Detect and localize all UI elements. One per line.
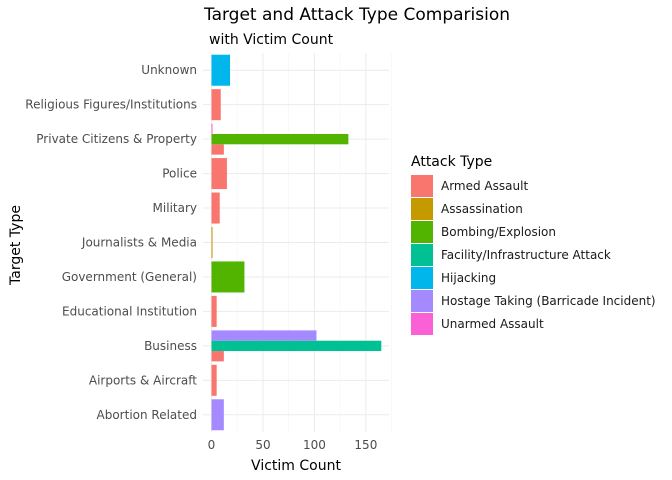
gridlines (203, 53, 392, 432)
legend-key-armed-assault (411, 175, 433, 197)
bar-business-facility-infrastructure-attack (211, 340, 382, 352)
bar-private-citizens-property-armed-assault (211, 144, 224, 155)
chart-title: Target and Attack Type Comparision (203, 5, 510, 25)
y-tick-label: Military (153, 201, 197, 215)
y-axis-title: Target Type (8, 205, 24, 286)
x-tick-labels: 0 50 100 150 (208, 438, 378, 452)
y-tick-labels: Abortion Related Airports & Aircraft Busin… (25, 63, 197, 422)
bar-private-citizens-property-bombing-explosion (211, 133, 349, 145)
legend-key-hostage-taking-barricade-incident (411, 290, 433, 312)
bar-private-citizens-property-unarmed-assault (211, 123, 213, 134)
y-tick-label: Airports & Aircraft (89, 373, 197, 387)
y-tick-label: Business (144, 339, 197, 353)
legend-title: Attack Type (411, 154, 492, 170)
legend-key-hijacking (411, 267, 433, 289)
chart-subtitle: with Victim Count (209, 32, 334, 48)
bar-business-armed-assault (211, 351, 224, 362)
bar-unknown-hijacking (211, 54, 231, 86)
bar-religious-figures-institutions-armed-assault (211, 89, 221, 121)
legend-label-facility-infrastructure-attack: Facility/Infrastructure Attack (441, 248, 611, 262)
legend: Attack Type Armed Assault Assassination Bo… (411, 154, 656, 335)
legend-label-hostage-taking-barricade-incident: Hostage Taking (Barricade Incident) (441, 294, 656, 308)
legend-label-assassination: Assassination (441, 202, 523, 216)
legend-label-armed-assault: Armed Assault (441, 179, 528, 193)
bar-educational-institution-armed-assault (211, 295, 217, 327)
y-tick-label: Government (General) (62, 270, 197, 284)
x-axis-title: Victim Count (251, 458, 341, 474)
bar-military-armed-assault (211, 192, 220, 224)
bar-government-general-bombing-explosion (211, 261, 245, 293)
bar-police-armed-assault (211, 158, 227, 190)
y-tick-label: Unknown (141, 63, 197, 77)
legend-label-unarmed-assault: Unarmed Assault (441, 317, 544, 331)
legend-key-facility-infrastructure-attack (411, 244, 433, 266)
legend-label-bombing-explosion: Bombing/Explosion (441, 225, 556, 239)
y-tick-label: Religious Figures/Institutions (25, 98, 197, 112)
x-tick-label: 0 (208, 438, 216, 452)
legend-key-bombing-explosion (411, 221, 433, 243)
legend-key-unarmed-assault (411, 313, 433, 335)
y-tick-label: Educational Institution (62, 304, 197, 318)
legend-label-hijacking: Hijacking (441, 271, 496, 285)
y-tick-label: Private Citizens & Property (36, 132, 197, 146)
y-tick-label: Journalists & Media (81, 236, 197, 250)
bars (211, 54, 382, 431)
legend-key-assassination (411, 198, 433, 220)
y-tick-label: Abortion Related (97, 408, 197, 422)
x-tick-label: 100 (303, 438, 326, 452)
bar-abortion-related-hostage-taking-barricade-incident (211, 399, 224, 431)
bar-airports-aircraft-armed-assault (211, 364, 217, 396)
bar-business-hostage-taking-barricade-incident (211, 330, 317, 341)
x-tick-label: 50 (255, 438, 270, 452)
x-tick-label: 150 (354, 438, 377, 452)
y-tick-label: Police (162, 167, 197, 181)
legend-items: Armed Assault Assassination Bombing/Explos… (411, 175, 656, 335)
bar-journalists-media-assassination (211, 226, 213, 259)
